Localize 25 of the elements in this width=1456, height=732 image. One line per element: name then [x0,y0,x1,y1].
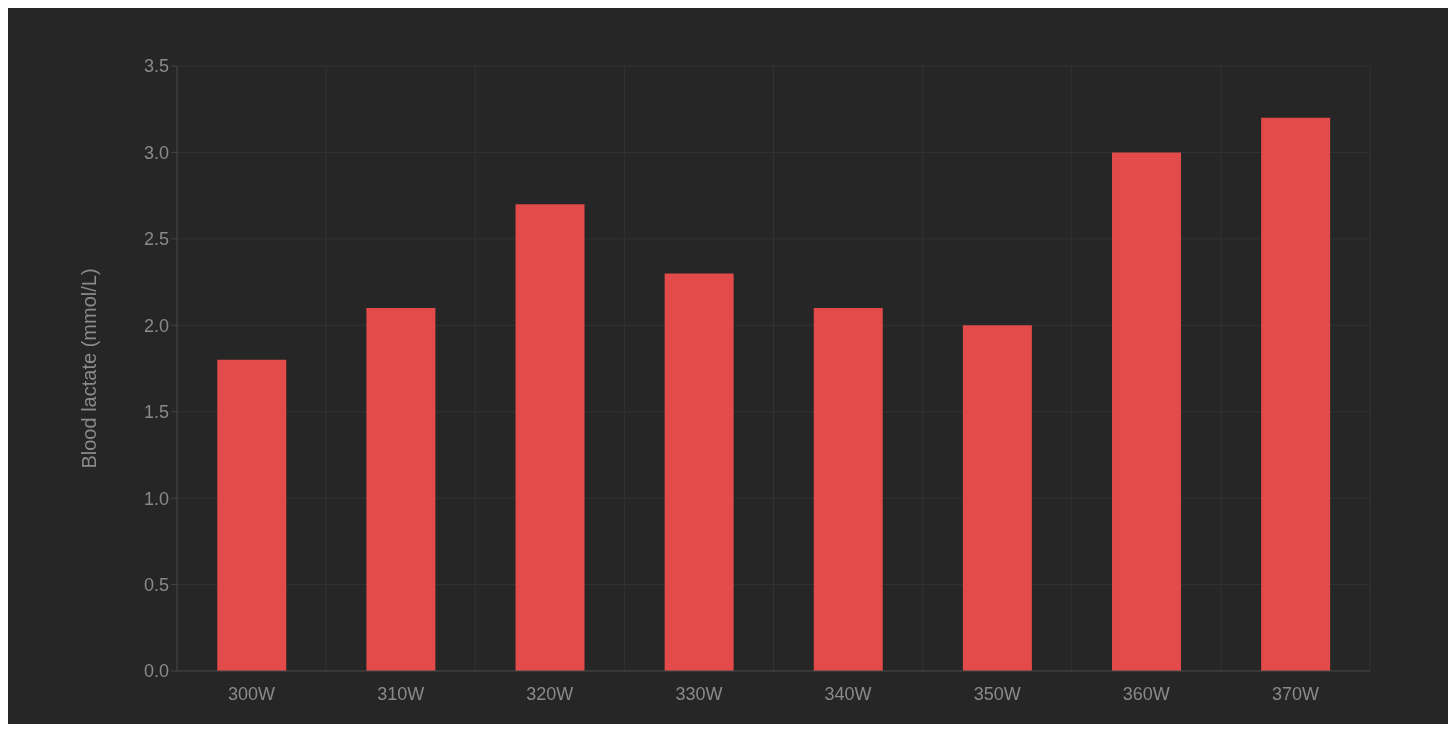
bar [813,308,883,671]
x-tick-label: 360W [1122,683,1170,704]
y-tick-label: 0.5 [143,574,169,595]
y-tick-label: 3.5 [143,56,169,77]
bar [1112,152,1182,671]
x-tick-label: 370W [1271,683,1319,704]
y-tick-label: 2.5 [143,229,169,250]
bar [1261,117,1331,671]
bar [366,308,436,671]
x-tick-label: 300W [228,683,276,704]
y-tick-label: 1.0 [143,488,169,509]
y-tick-label: 0.0 [143,661,169,682]
bar [664,273,734,671]
x-tick-label: 340W [824,683,872,704]
y-axis-title: Blood lactate (mmol/L) [78,268,101,469]
x-tick-label: 330W [675,683,723,704]
y-tick-label: 3.0 [143,142,169,163]
bar [217,359,287,671]
y-tick-label: 2.0 [143,315,169,336]
y-tick-label: 1.5 [143,402,169,423]
x-tick-label: 310W [377,683,425,704]
bar [515,204,585,671]
x-tick-label: 320W [526,683,574,704]
bar [962,325,1032,671]
x-tick-label: 350W [973,683,1021,704]
